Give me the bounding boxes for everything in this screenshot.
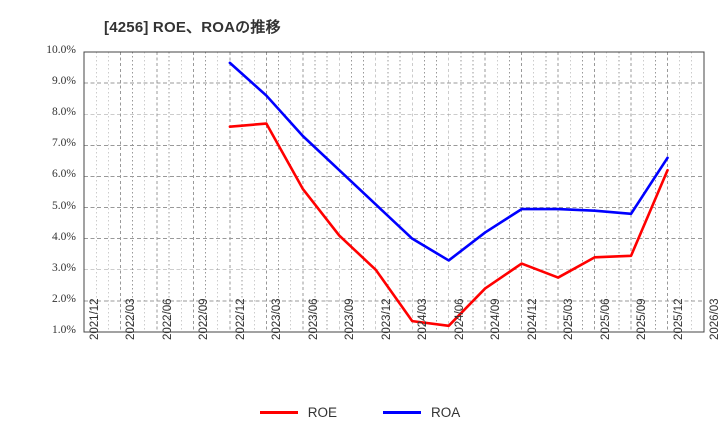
x-axis-tick-label: 2023/06 (307, 298, 320, 340)
y-axis-tick-label: 7.0% (52, 137, 76, 150)
gridlines (84, 52, 704, 332)
chart-legend: ROE ROA (0, 400, 720, 424)
x-axis-tick-label: 2024/03 (417, 298, 430, 340)
x-axis-tick-label: 2022/09 (198, 298, 211, 340)
series-line-roe (228, 122, 669, 328)
x-axis-tick-label: 2024/12 (526, 298, 539, 340)
x-axis-tick-label: 2025/03 (563, 298, 576, 340)
x-axis-tick-label: 2023/12 (380, 298, 393, 340)
x-axis-tick-label: 2025/09 (636, 298, 649, 340)
legend-label: ROA (431, 404, 461, 420)
y-axis-tick-label: 3.0% (52, 261, 76, 274)
x-axis-tick-label: 2023/09 (344, 298, 357, 340)
y-axis-tick-label: 9.0% (52, 75, 76, 88)
y-axis-tick-label: 10.0% (46, 44, 76, 56)
y-axis-tick-label: 8.0% (52, 106, 76, 119)
x-axis-tick-label: 2024/06 (453, 298, 466, 340)
chart-title: [4256] ROE、ROAの推移 (104, 19, 281, 36)
x-axis-tick-label: 2022/03 (125, 298, 138, 340)
legend-color-swatch (383, 410, 421, 414)
x-axis-tick-label: 2022/06 (161, 298, 174, 340)
x-axis-tick-label: 2026/03 (709, 298, 720, 340)
y-axis-tick-label: 1.0% (52, 324, 76, 336)
x-axis-tick-label: 2025/12 (672, 298, 685, 340)
series-line-roa (228, 61, 669, 262)
y-axis-tick-label: 2.0% (52, 292, 76, 305)
x-axis-tick-label: 2025/06 (599, 298, 612, 340)
x-axis-tick-label: 2024/09 (490, 298, 503, 340)
x-axis-tick-label: 2023/03 (271, 298, 284, 340)
legend-color-swatch (259, 410, 298, 414)
legend-label: ROE (307, 404, 337, 420)
legend-item-roa[interactable]: ROA (383, 405, 460, 420)
x-axis-tick-label: 2022/12 (234, 298, 247, 340)
legend-item-roe[interactable]: ROE (259, 404, 337, 420)
data-series-layer (228, 61, 669, 328)
y-axis-tick-label: 6.0% (52, 168, 76, 181)
y-axis-tick-label: 5.0% (52, 199, 76, 212)
y-axis-tick-label: 4.0% (52, 230, 76, 243)
axis-frame (83, 51, 705, 333)
x-axis-tick-label: 2021/12 (89, 298, 101, 340)
